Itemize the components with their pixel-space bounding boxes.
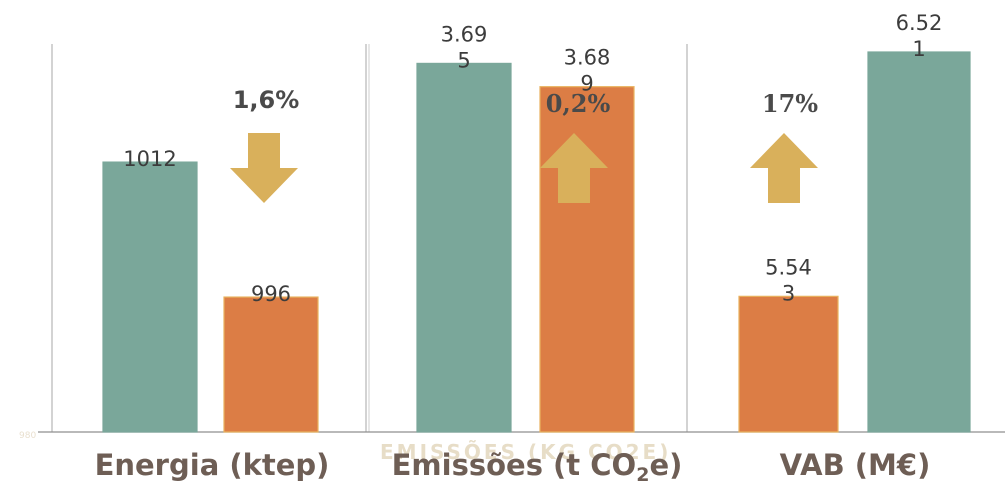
y-axis-min-label: 980 [19,431,37,441]
data-label-2-1-0: 6.52 [896,11,943,35]
data-label-2-0-0: 5.54 [765,255,812,279]
data-label-1-1-0: 3.68 [564,46,611,70]
change-percent-label-2: 17% [762,89,818,118]
category-label-emissoes-suffix: e) [649,448,683,482]
bar-2-0 [738,295,839,433]
arrow-up-icon-1 [540,133,608,203]
bar-0-0 [102,161,198,433]
arrow-down-icon-0 [230,133,298,203]
change-percent-label-1: 0,2% [546,89,611,118]
category-label-emissoes: Emissões (t CO2e) [392,448,683,486]
data-label-1-1-1: 9 [580,72,593,96]
data-label-1-0-0: 3.69 [441,22,488,46]
bar-1-1 [539,86,635,433]
data-label-0-1-0: 996 [251,282,291,306]
change-percent-label-0: 1,6% [233,86,300,114]
category-label-vab: VAB (M€) [779,448,931,482]
bar-2-1 [867,51,971,433]
arrow-up-icon-2 [750,133,818,203]
data-label-2-1-1: 1 [912,37,925,61]
background-faded-label: EMISSÕES (KG CO2E) [380,440,672,464]
bar-0-1 [223,296,319,433]
category-label-emissoes-subscript: 2 [636,464,650,486]
bar-1-0 [416,62,512,433]
data-label-2-0-1: 3 [782,281,795,305]
data-label-0-0-0: 1012 [123,147,176,171]
data-label-1-0-1: 5 [457,48,470,72]
category-label-emissoes-text: Emissões (t CO [391,448,637,482]
category-label-energia: Energia (ktep) [94,448,330,482]
